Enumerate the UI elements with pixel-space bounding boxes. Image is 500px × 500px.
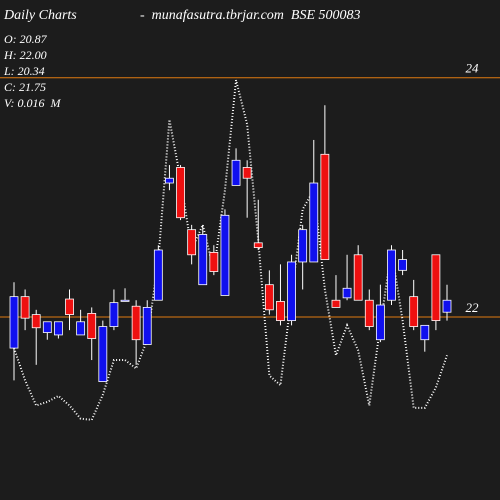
candle-body bbox=[320, 153, 330, 260]
candle-body bbox=[431, 254, 441, 321]
candle-body bbox=[98, 326, 108, 382]
candle-body bbox=[120, 299, 130, 302]
candle-body bbox=[398, 259, 407, 271]
open-label: O: 20.87 bbox=[4, 32, 48, 46]
candle-body bbox=[264, 284, 274, 311]
candle-body bbox=[375, 304, 385, 341]
candle-body bbox=[409, 296, 419, 327]
candle-body bbox=[65, 298, 74, 315]
chart-subtitle: - munafasutra.tbrjar.com BSE 500083 bbox=[140, 8, 361, 23]
close-label: C: 21.75 bbox=[4, 80, 46, 94]
candle-body bbox=[231, 159, 241, 186]
candle-body bbox=[209, 251, 219, 272]
candle-body bbox=[54, 321, 63, 336]
candle-body bbox=[20, 296, 30, 319]
candle-body bbox=[276, 301, 285, 321]
candle-body bbox=[165, 177, 174, 184]
candle-body bbox=[353, 254, 363, 301]
candle-body bbox=[198, 234, 208, 286]
candle-body bbox=[309, 182, 319, 263]
volume-label: V: 0.016 M bbox=[4, 96, 62, 110]
candle-body bbox=[76, 321, 86, 336]
candle-body bbox=[109, 302, 119, 327]
candle-body bbox=[298, 229, 308, 263]
chart-title: Daily Charts bbox=[3, 8, 77, 23]
candle-body bbox=[442, 299, 452, 313]
low-label: L: 20.34 bbox=[3, 64, 45, 78]
y-tick-label: 22 bbox=[466, 300, 480, 315]
candle-body bbox=[9, 296, 19, 349]
high-label: H: 22.00 bbox=[3, 48, 47, 62]
y-tick-label: 24 bbox=[466, 61, 480, 76]
candle-body bbox=[131, 305, 141, 341]
candle-body bbox=[87, 312, 97, 339]
candle-body bbox=[364, 299, 374, 327]
candle-body bbox=[187, 229, 197, 256]
candle-body bbox=[420, 324, 430, 341]
candle-body bbox=[42, 321, 52, 333]
candle-body bbox=[142, 307, 152, 345]
candle-body bbox=[31, 314, 41, 329]
candle-body bbox=[342, 287, 352, 299]
candle-body bbox=[176, 167, 185, 219]
candle-body bbox=[287, 261, 296, 321]
candle-body bbox=[153, 249, 163, 301]
candle-body bbox=[220, 214, 230, 296]
candle-body bbox=[331, 299, 341, 308]
candle-body bbox=[387, 249, 396, 301]
candle-body bbox=[242, 167, 252, 179]
candle-body bbox=[253, 242, 263, 249]
overlay-line bbox=[13, 79, 448, 421]
